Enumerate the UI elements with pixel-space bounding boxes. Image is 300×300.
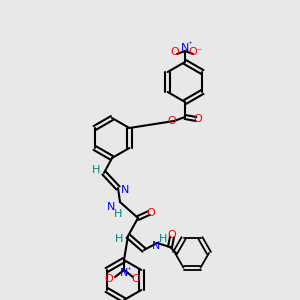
Text: O: O — [168, 116, 176, 126]
Text: N: N — [107, 202, 115, 212]
Text: O: O — [147, 208, 155, 218]
Text: O: O — [132, 274, 140, 284]
Text: ⁺: ⁺ — [127, 266, 131, 274]
Text: H: H — [92, 165, 100, 175]
Text: N: N — [181, 43, 189, 53]
Text: O⁻: O⁻ — [105, 274, 119, 284]
Text: H: H — [159, 234, 167, 244]
Text: O: O — [168, 230, 176, 240]
Text: O: O — [171, 47, 179, 57]
Text: N: N — [121, 185, 129, 195]
Text: N: N — [120, 268, 128, 278]
Text: O: O — [194, 114, 202, 124]
Text: N: N — [152, 241, 160, 251]
Text: H: H — [114, 209, 122, 219]
Text: H: H — [115, 234, 123, 244]
Text: O⁻: O⁻ — [189, 47, 203, 57]
Text: ⁺: ⁺ — [188, 40, 192, 50]
